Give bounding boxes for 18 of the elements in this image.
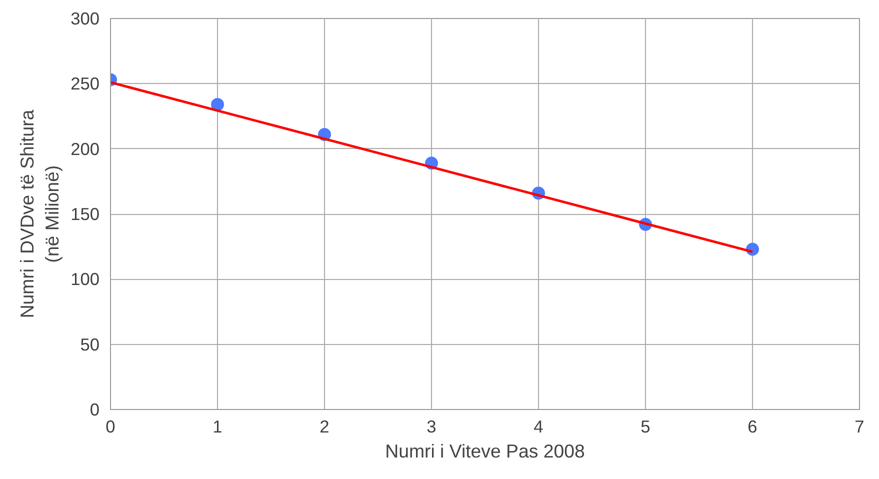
point	[211, 98, 224, 112]
y-tick-label: 150	[70, 204, 100, 224]
x-tick-label: 7	[854, 416, 864, 436]
x-axis-title: Numri i Viteve Pas 2008	[385, 440, 585, 462]
y-axis-title: Numri i DVDve të Shitura (në Milionë)	[16, 109, 63, 318]
x-tick-label: 0	[106, 416, 116, 436]
y-tick-label: 50	[80, 334, 100, 354]
x-tick-label: 1	[212, 416, 222, 436]
x-tick-label: 4	[534, 416, 544, 436]
x-tick-label: 3	[426, 416, 436, 436]
y-tick-label: 250	[70, 74, 100, 94]
y-tick-label: 0	[90, 400, 100, 420]
x-tick-label: 6	[748, 416, 758, 436]
y-tick-label: 300	[70, 8, 100, 28]
y-tick-label: 200	[70, 138, 100, 159]
x-tick-label: 5	[640, 416, 650, 436]
y-tick-label: 100	[70, 269, 100, 290]
x-tick-label: 2	[320, 416, 330, 436]
